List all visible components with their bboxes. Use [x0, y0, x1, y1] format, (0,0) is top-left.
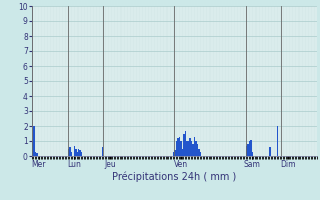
Bar	[200, 152, 201, 156]
Bar	[34, 126, 35, 156]
Bar	[192, 144, 194, 156]
Bar	[79, 150, 81, 156]
Bar	[78, 148, 79, 156]
Bar	[185, 130, 186, 156]
Bar	[173, 152, 174, 156]
Bar	[182, 148, 183, 156]
Bar	[180, 141, 182, 156]
Bar	[76, 152, 78, 156]
Bar	[36, 153, 38, 156]
Bar	[247, 144, 249, 156]
Bar	[71, 152, 72, 156]
Bar	[249, 141, 250, 156]
Bar	[75, 148, 76, 156]
Bar	[176, 141, 177, 156]
Bar	[74, 146, 75, 156]
Bar	[102, 147, 103, 156]
Bar	[35, 152, 36, 156]
Bar	[198, 148, 200, 156]
Bar	[69, 147, 71, 156]
Bar	[195, 141, 197, 156]
Bar	[183, 134, 185, 156]
Bar	[277, 126, 278, 156]
Bar	[81, 152, 83, 156]
Bar	[177, 138, 179, 156]
Bar	[250, 140, 252, 156]
Bar	[179, 137, 180, 156]
Bar	[68, 148, 69, 156]
Bar	[191, 141, 192, 156]
Bar	[197, 144, 198, 156]
Bar	[188, 141, 189, 156]
Bar	[252, 152, 253, 156]
Bar	[246, 146, 247, 156]
Bar	[174, 150, 176, 156]
Bar	[189, 138, 191, 156]
Bar	[194, 137, 195, 156]
Bar	[32, 141, 34, 156]
X-axis label: Précipitations 24h ( mm ): Précipitations 24h ( mm )	[112, 172, 236, 182]
Bar	[269, 147, 271, 156]
Bar	[186, 141, 188, 156]
